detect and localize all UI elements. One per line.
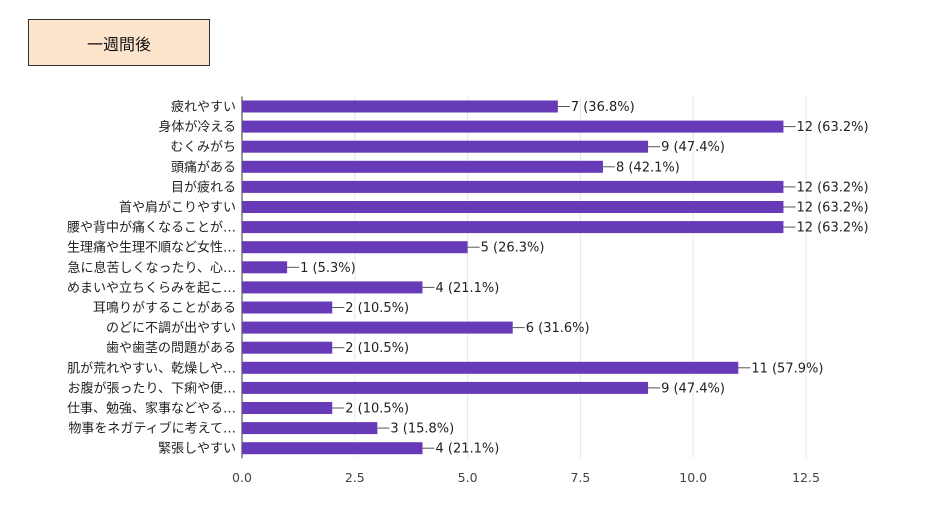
value-label: 2 (10.5%) — [345, 341, 409, 356]
value-label: 12 (63.2%) — [796, 120, 868, 135]
category-label: 頭痛がある — [171, 159, 236, 175]
value-label: 8 (42.1%) — [616, 160, 680, 175]
category-label: 急に息苦しくなったり、心… — [68, 260, 236, 276]
bar — [242, 341, 333, 354]
bar — [242, 100, 558, 113]
bar — [242, 301, 333, 314]
category-label: のどに不調が出やすい — [106, 321, 236, 336]
category-label: むくみがち — [170, 140, 236, 155]
chart-title: 一週間後 — [28, 19, 210, 66]
labels: 0.0 2.5 5.0 7.5 10.0 12.5 疲れやすい 7 (36.8%) 身体が冷える… — [67, 99, 869, 485]
bar — [242, 140, 649, 153]
bar — [242, 261, 288, 274]
bar — [242, 402, 333, 414]
value-label: 12 (63.2%) — [796, 221, 868, 236]
value-label: 12 (63.2%) — [796, 180, 868, 195]
bars — [242, 100, 784, 455]
category-label: 仕事、勉強、家事などやる… — [67, 401, 236, 417]
value-label: 1 (5.3%) — [300, 261, 356, 276]
category-label: 耳鳴りがすることがある — [93, 301, 236, 316]
category-label: 緊張しやすい — [158, 442, 236, 457]
bar — [242, 241, 468, 254]
x-tick-label: 0.0 — [232, 470, 252, 485]
value-label: 3 (15.8%) — [390, 422, 454, 437]
value-label: 9 (47.4%) — [661, 381, 725, 396]
category-label: 身体が冷える — [158, 119, 236, 135]
bar — [242, 180, 784, 193]
value-label: 2 (10.5%) — [345, 301, 409, 316]
bar — [242, 120, 784, 133]
value-label: 12 (63.2%) — [796, 201, 868, 216]
value-label: 2 (10.5%) — [345, 402, 409, 417]
bar — [242, 422, 378, 435]
category-label: お腹が張ったり、下痢や便… — [68, 380, 236, 396]
category-label: 物事をネガティブに考えて… — [68, 421, 236, 437]
category-label: 歯や歯茎の問題がある — [106, 341, 236, 356]
bar — [242, 221, 784, 234]
value-label: 9 (47.4%) — [661, 140, 725, 155]
category-label: 首や肩がこりやすい — [119, 200, 236, 216]
category-label: 疲れやすい — [171, 99, 236, 115]
x-tick-label: 10.0 — [679, 470, 707, 485]
bar — [242, 361, 739, 374]
x-tick-label: 5.0 — [458, 470, 478, 485]
x-tick-label: 2.5 — [345, 470, 365, 485]
value-label: 11 (57.9%) — [751, 361, 823, 376]
value-label: 7 (36.8%) — [571, 100, 635, 115]
x-tick-label: 7.5 — [570, 470, 590, 485]
category-label: 生理痛や生理不順など女性… — [67, 240, 236, 256]
value-label: 5 (26.3%) — [481, 241, 545, 256]
value-label: 6 (31.6%) — [526, 321, 590, 336]
bar — [242, 160, 603, 173]
category-label: めまいや立ちくらみを起こ… — [67, 281, 236, 296]
bar — [242, 321, 513, 334]
value-label: 4 (21.1%) — [435, 281, 499, 296]
bar — [242, 201, 784, 213]
value-label: 4 (21.1%) — [435, 442, 499, 457]
category-label: 腰や背中が痛くなることが… — [67, 220, 236, 236]
category-label: 肌が荒れやすい、乾燥しや… — [67, 361, 236, 376]
bar — [242, 442, 423, 455]
bar — [242, 281, 423, 294]
grid-lines — [241, 96, 807, 459]
category-label: 目が疲れる — [171, 179, 236, 195]
x-tick-label: 12.5 — [792, 470, 820, 485]
bar — [242, 381, 649, 394]
